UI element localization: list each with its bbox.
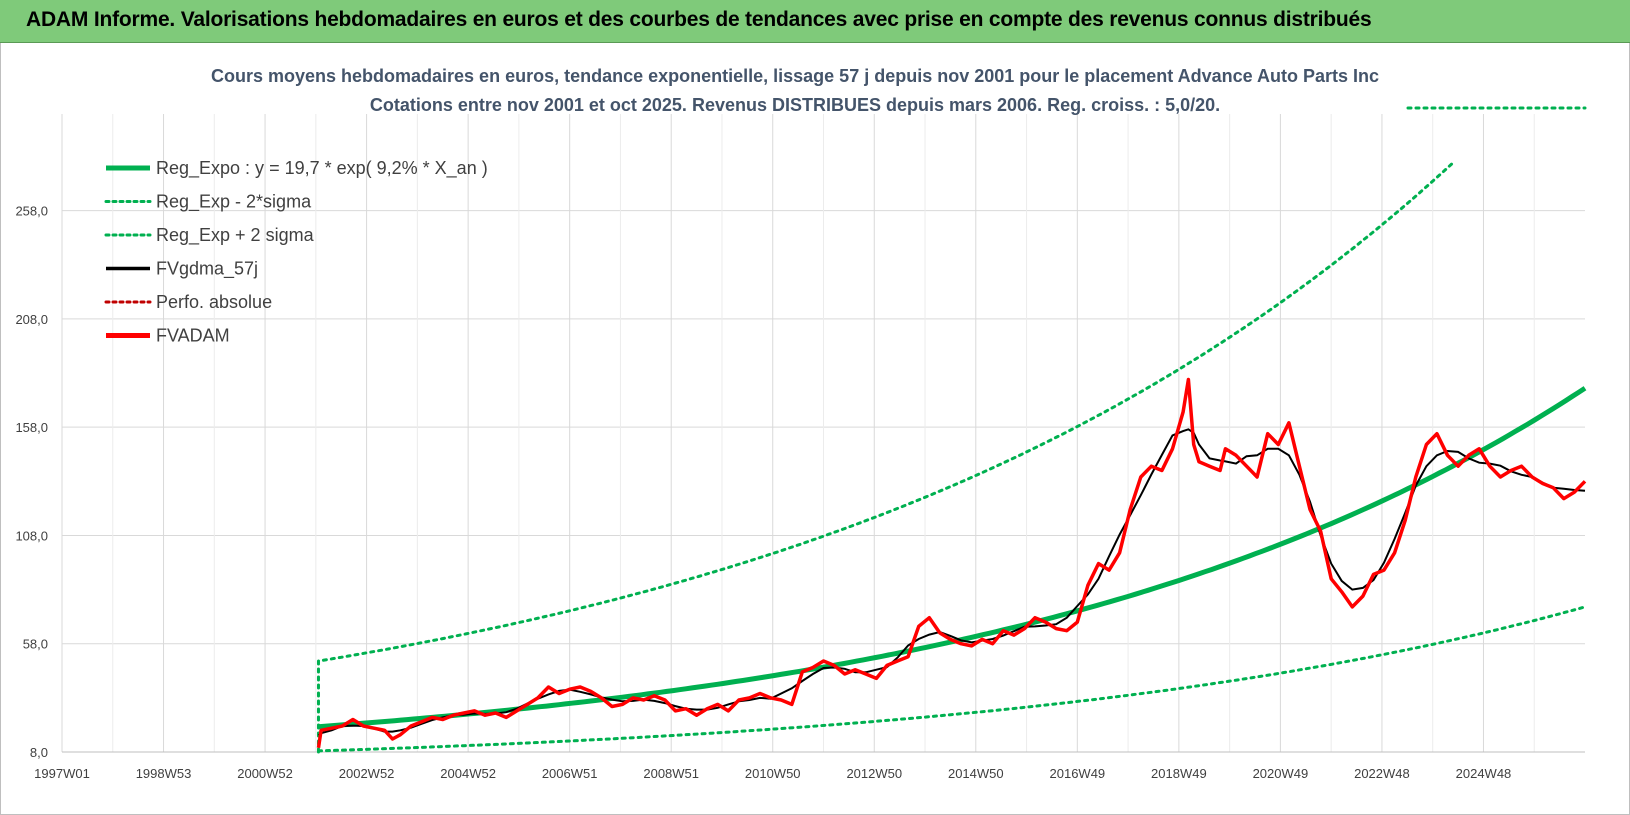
- legend-label: Reg_Exp + 2 sigma: [156, 225, 315, 246]
- x-tick-label: 2010W50: [745, 766, 801, 781]
- price-chart: Cours moyens hebdomadaires en euros, ten…: [15, 66, 1587, 781]
- x-tick-label: 2014W50: [948, 766, 1004, 781]
- legend-item: FVgdma_57j: [106, 259, 258, 280]
- y-tick-label: 8,0: [30, 745, 48, 760]
- x-tick-label: 2012W50: [846, 766, 902, 781]
- x-tick-label: 2016W49: [1050, 766, 1106, 781]
- legend-label: FVgdma_57j: [156, 259, 258, 280]
- x-tick-label: 2008W51: [643, 766, 699, 781]
- header-banner: ADAM Informe. Valorisations hebdomadaire…: [0, 0, 1630, 43]
- chart-title-group: Cours moyens hebdomadaires en euros, ten…: [211, 66, 1379, 115]
- x-tick-label: 2004W52: [440, 766, 496, 781]
- legend-item: Reg_Exp + 2 sigma: [104, 225, 315, 246]
- x-tick-label: 2020W49: [1253, 766, 1309, 781]
- smoothed-price-line: [317, 428, 1586, 737]
- legend-item: Perfo. absolue: [104, 292, 272, 312]
- legend-item: Reg_Exp - 2*sigma: [104, 192, 312, 213]
- chart-title-line-2: Cotations entre nov 2001 et oct 2025. Re…: [370, 95, 1220, 115]
- legend-item: FVADAM: [106, 326, 230, 346]
- x-tick-label: 2024W48: [1456, 766, 1512, 781]
- y-tick-label: 208,0: [15, 312, 48, 327]
- band-lower-line: [317, 605, 1587, 753]
- x-tick-label: 2000W52: [237, 766, 293, 781]
- legend-label: Reg_Exp - 2*sigma: [156, 192, 312, 213]
- y-tick-label: 58,0: [23, 637, 48, 652]
- legend-label: FVADAM: [156, 326, 230, 346]
- y-axis: 8,0 58,0 108,0 158,0 208,0 258,0: [15, 204, 48, 760]
- y-tick-label: 258,0: [15, 204, 48, 219]
- x-tick-label: 1998W53: [136, 766, 192, 781]
- series-layer: [316, 106, 1587, 754]
- legend-item: Reg_Expo : y = 19,7 * exp( 9,2% * X_an ): [106, 158, 488, 179]
- legend-label: Perfo. absolue: [156, 292, 272, 312]
- x-axis: 1997W01 1998W53 2000W52 2002W52 2004W52 2006W…: [34, 766, 1511, 781]
- x-tick-label: 1997W01: [34, 766, 90, 781]
- x-tick-label: 2022W48: [1354, 766, 1410, 781]
- x-tick-label: 2018W49: [1151, 766, 1207, 781]
- legend-label: Reg_Expo : y = 19,7 * exp( 9,2% * X_an ): [156, 158, 488, 179]
- y-tick-label: 108,0: [15, 528, 48, 543]
- x-tick-label: 2002W52: [339, 766, 395, 781]
- price-line: [316, 377, 1587, 748]
- chart-title-line-1: Cours moyens hebdomadaires en euros, ten…: [211, 66, 1379, 86]
- page-title: ADAM Informe. Valorisations hebdomadaire…: [26, 8, 1372, 31]
- y-tick-label: 158,0: [15, 420, 48, 435]
- regression-line: [318, 386, 1587, 730]
- legend: Reg_Expo : y = 19,7 * exp( 9,2% * X_an )…: [104, 158, 488, 346]
- grid-layer: [61, 114, 1585, 753]
- x-tick-label: 2006W51: [542, 766, 598, 781]
- band-upper-line: [316, 161, 1455, 754]
